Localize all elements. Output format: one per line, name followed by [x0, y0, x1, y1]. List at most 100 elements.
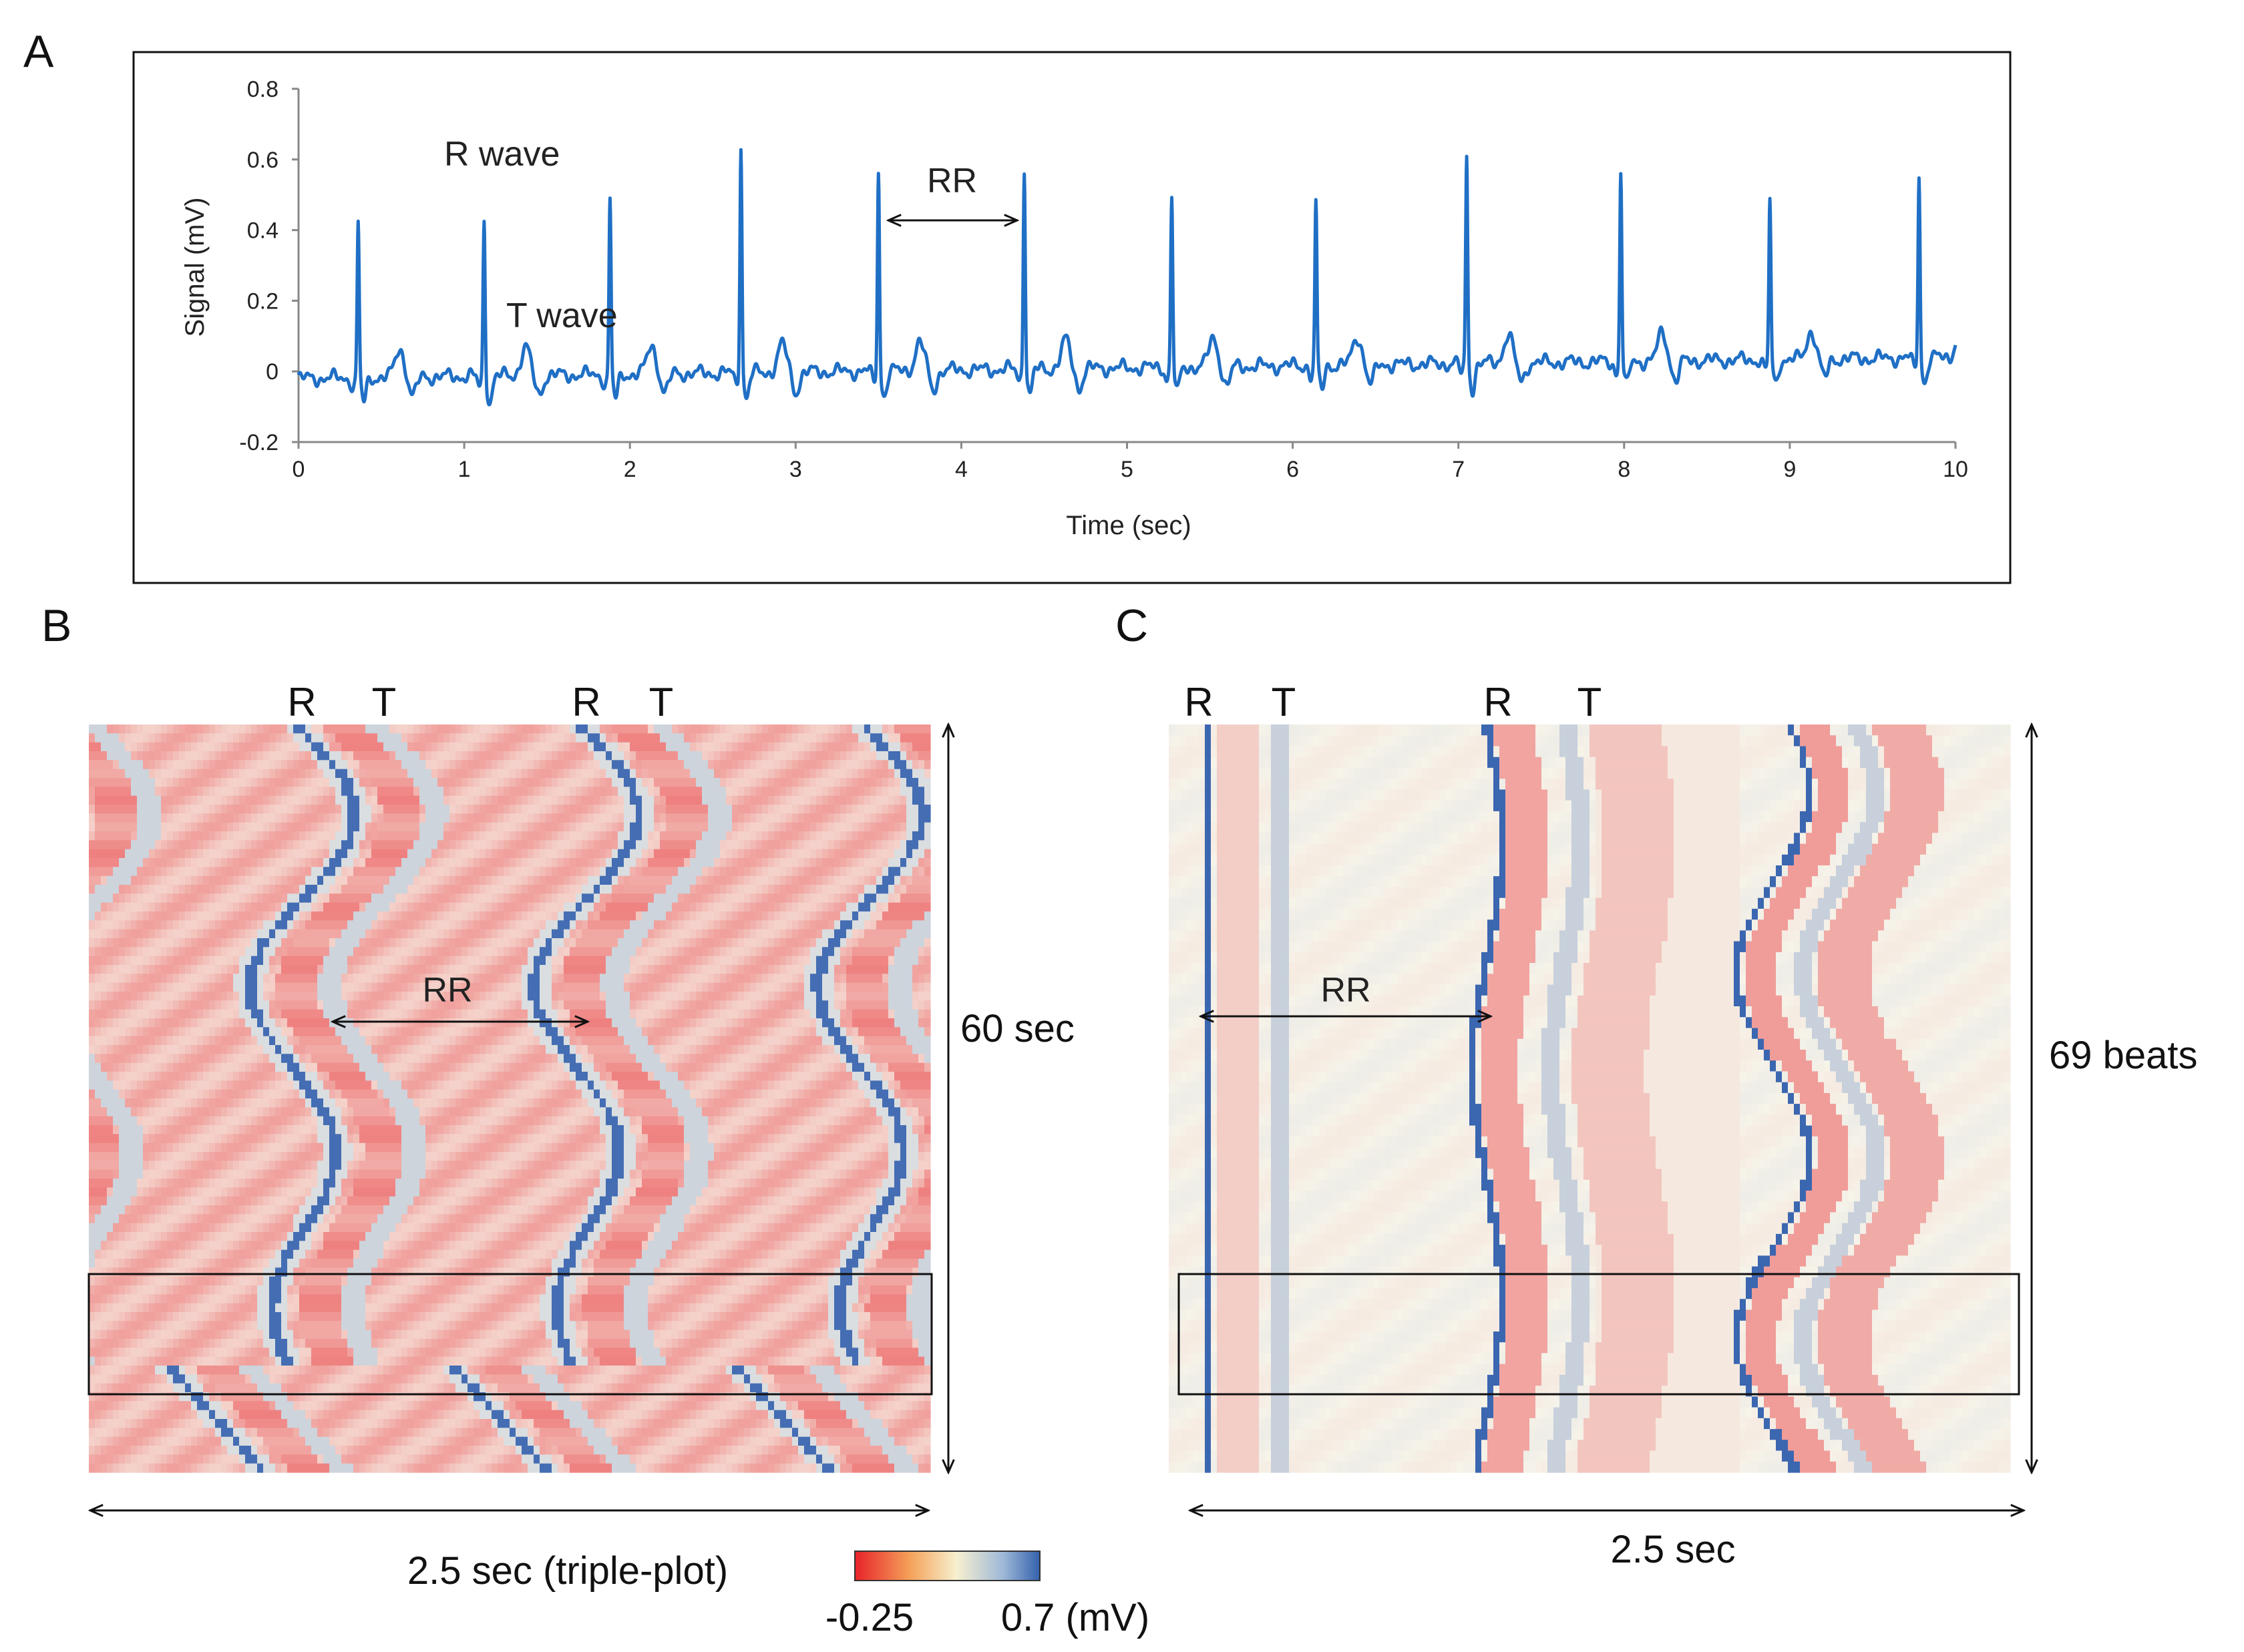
- heatmap-b-cell: [906, 813, 913, 823]
- heatmap-b-cell: [684, 743, 691, 752]
- heatmap-b-cell: [101, 769, 108, 779]
- heatmap-b-cell: [173, 769, 180, 779]
- heatmap-b-cell: [846, 743, 853, 752]
- heatmap-b-cell: [552, 743, 558, 752]
- heatmap-b-cell: [245, 831, 252, 841]
- heatmap-b-cell: [317, 805, 324, 814]
- heatmap-b-cell: [431, 823, 438, 832]
- heatmap-b-cell: [684, 805, 691, 814]
- heatmap-b-cell: [269, 787, 276, 796]
- heatmap-b-cell: [474, 725, 480, 734]
- heatmap-b-cell: [443, 751, 450, 761]
- heatmap-b-cell: [251, 813, 258, 823]
- heatmap-b-cell: [287, 787, 294, 796]
- heatmap-b-cell: [906, 805, 913, 814]
- heatmap-b-cell: [227, 725, 234, 734]
- heatmap-b-cell: [594, 778, 600, 787]
- heatmap-b-cell: [431, 813, 438, 823]
- heatmap-b-cell: [726, 831, 733, 841]
- heatmap-b-cell: [474, 787, 480, 796]
- heatmap-b-cell: [726, 805, 733, 814]
- heatmap-b-cell: [251, 733, 258, 743]
- heatmap-b-cell: [311, 796, 318, 805]
- heatmap-b-cell: [251, 725, 258, 734]
- heatmap-b-cell: [714, 751, 721, 761]
- heatmap-b-cell: [858, 796, 865, 805]
- heatmap-b-cell: [431, 787, 438, 796]
- heatmap-b-cell: [317, 831, 324, 841]
- heatmap-b-cell: [810, 796, 817, 805]
- heatmap-b-cell: [161, 725, 168, 734]
- heatmap-b-cell: [918, 743, 925, 752]
- heatmap-b-cell: [576, 751, 582, 761]
- heatmap-b-cell: [341, 760, 348, 769]
- heatmap-b-cell: [762, 743, 769, 752]
- heatmap-b-cell: [576, 813, 582, 823]
- heatmap-b-cell: [918, 796, 925, 805]
- heatmap-b-cell: [774, 725, 781, 734]
- heatmap-b-cell: [371, 787, 378, 796]
- heatmap-b-cell: [654, 751, 661, 761]
- heatmap-b-cell: [816, 840, 823, 849]
- heatmap-b-cell: [461, 787, 468, 796]
- heatmap-b-cell: [498, 813, 504, 823]
- heatmap-b-cell: [293, 796, 300, 805]
- heatmap-b-cell: [425, 760, 432, 769]
- heatmap-b-cell: [846, 769, 853, 779]
- heatmap-b-cell: [347, 796, 354, 805]
- heatmap-b-cell: [654, 823, 661, 832]
- heatmap-b-cell: [480, 831, 486, 841]
- heatmap-b-cell: [293, 733, 300, 743]
- heatmap-b-cell: [534, 743, 540, 752]
- heatmap-b-cell: [822, 787, 829, 796]
- heatmap-b-cell: [275, 778, 282, 787]
- heatmap-b-cell: [690, 823, 697, 832]
- heatmap-b-cell: [792, 733, 799, 743]
- heatmap-b-cell: [137, 823, 144, 832]
- heatmap-b-cell: [167, 778, 174, 787]
- heatmap-b-cell: [768, 840, 775, 849]
- heatmap-b-cell: [305, 840, 312, 849]
- heatmap-b-cell: [401, 831, 408, 841]
- heatmap-b-cell: [191, 760, 198, 769]
- heatmap-b-cell: [714, 813, 721, 823]
- heatmap-b-cell: [197, 743, 204, 752]
- heatmap-b-cell: [191, 743, 198, 752]
- heatmap-b-cell: [377, 823, 384, 832]
- heatmap-b-cell: [864, 813, 871, 823]
- heatmap-b-cell: [684, 813, 691, 823]
- heatmap-b-cell: [443, 831, 450, 841]
- heatmap-b-cell: [564, 725, 570, 734]
- heatmap-b-cell: [516, 769, 522, 779]
- heatmap-b-cell: [576, 769, 582, 779]
- heatmap-b-cell: [467, 805, 474, 814]
- heatmap-b-cell: [113, 769, 120, 779]
- heatmap-b-cell: [924, 733, 931, 743]
- heatmap-b-cell: [143, 751, 150, 761]
- heatmap-b-cell: [732, 823, 739, 832]
- heatmap-b-cell: [365, 813, 372, 823]
- heatmap-b-cell: [726, 769, 733, 779]
- heatmap-b-cell: [822, 751, 829, 761]
- heatmap-b-cell: [708, 805, 715, 814]
- heatmap-b-cell: [107, 813, 114, 823]
- heatmap-b-cell: [498, 760, 504, 769]
- heatmap-b-cell: [600, 805, 606, 814]
- heatmap-b-cell: [906, 823, 913, 832]
- heatmap-b-cell: [564, 743, 570, 752]
- heatmap-b-cell: [504, 796, 510, 805]
- heatmap-b-cell: [323, 813, 330, 823]
- heatmap-b-cell: [95, 796, 102, 805]
- heatmap-b-cell: [299, 805, 306, 814]
- heatmap-b-cell: [642, 831, 648, 841]
- heatmap-b-cell: [245, 725, 252, 734]
- heatmap-b-cell: [395, 743, 402, 752]
- heatmap-b-cell: [906, 725, 913, 734]
- heatmap-b-cell: [678, 760, 685, 769]
- heatmap-b-cell: [137, 840, 144, 849]
- heatmap-b-cell: [762, 813, 769, 823]
- heatmap-b-cell: [95, 813, 102, 823]
- heatmap-b-cell: [359, 787, 366, 796]
- heatmap-b-cell: [576, 796, 582, 805]
- heatmap-b-cell: [600, 831, 606, 841]
